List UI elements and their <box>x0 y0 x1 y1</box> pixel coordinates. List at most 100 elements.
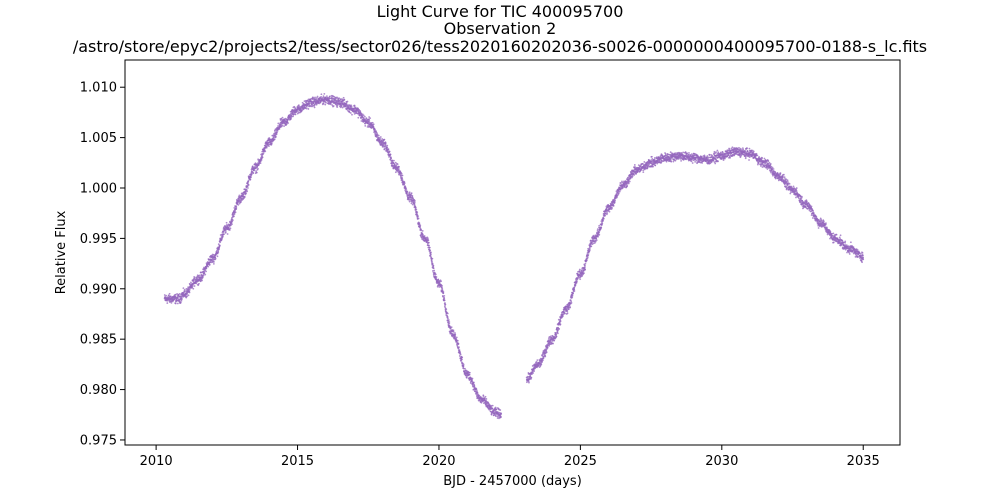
data-point <box>701 162 703 164</box>
data-point <box>748 147 751 150</box>
data-point <box>584 268 587 271</box>
data-point <box>472 381 475 384</box>
data-point <box>427 241 430 244</box>
data-point <box>328 95 331 98</box>
data-point <box>349 112 352 114</box>
data-point <box>163 294 166 296</box>
data-point <box>342 96 345 99</box>
data-point <box>231 219 234 222</box>
data-point <box>810 205 813 208</box>
data-point <box>214 256 217 259</box>
data-point <box>433 269 436 272</box>
data-point <box>540 363 543 366</box>
data-point <box>205 267 208 270</box>
data-point <box>170 301 173 304</box>
data-point <box>822 221 825 223</box>
data-point <box>252 171 255 174</box>
data-point <box>746 147 748 149</box>
data-point <box>478 394 481 397</box>
data-point <box>329 97 331 100</box>
data-point <box>526 375 529 378</box>
data-point <box>264 150 267 153</box>
data-point <box>634 166 637 168</box>
data-point <box>558 327 561 330</box>
data-point <box>242 193 245 196</box>
data-point <box>429 249 432 252</box>
data-point <box>772 168 775 170</box>
data-point <box>389 159 392 161</box>
data-point <box>197 284 200 287</box>
data-point <box>396 163 399 166</box>
data-point <box>417 215 419 217</box>
data-point <box>408 200 411 203</box>
data-point <box>557 332 559 335</box>
data-point <box>191 285 194 288</box>
data-point <box>642 169 645 172</box>
data-point <box>583 266 586 269</box>
data-point <box>779 172 782 175</box>
data-point <box>221 235 224 237</box>
data-point <box>485 398 488 400</box>
data-point <box>419 224 422 227</box>
data-point <box>815 215 818 218</box>
data-point <box>770 171 773 174</box>
data-point <box>719 151 722 154</box>
data-point <box>756 154 759 157</box>
data-point <box>432 264 435 267</box>
data-point <box>769 162 772 165</box>
data-point <box>429 253 432 256</box>
data-point <box>570 302 573 304</box>
data-point <box>443 299 446 302</box>
data-point <box>364 122 367 125</box>
data-point <box>233 215 235 218</box>
data-point <box>483 397 486 400</box>
data-point <box>217 243 220 246</box>
data-point <box>428 244 430 247</box>
data-point <box>457 343 460 345</box>
data-point <box>201 279 203 282</box>
data-point <box>336 106 339 108</box>
data-point <box>633 164 636 166</box>
data-point <box>572 292 574 294</box>
data-point <box>219 244 221 247</box>
data-point <box>459 351 462 354</box>
data-point <box>238 194 241 197</box>
data-point <box>708 154 711 156</box>
data-point <box>596 228 599 231</box>
data-point <box>426 237 429 240</box>
data-point <box>398 165 400 168</box>
data-point <box>458 349 461 352</box>
data-point <box>326 95 328 97</box>
data-point <box>203 272 206 274</box>
data-point <box>566 310 569 313</box>
data-point <box>430 251 432 254</box>
data-point <box>448 321 451 323</box>
data-point <box>618 190 621 193</box>
chart-title-line-1: Light Curve for TIC 400095700 <box>376 2 624 21</box>
data-point <box>640 168 643 171</box>
data-point <box>628 180 631 183</box>
data-point <box>247 184 250 186</box>
data-point <box>595 239 598 242</box>
data-point <box>418 222 421 225</box>
data-point <box>174 302 177 305</box>
data-point <box>643 161 646 163</box>
data-point <box>260 159 263 162</box>
data-point <box>800 195 803 198</box>
data-point <box>368 116 370 118</box>
data-point <box>552 342 554 345</box>
data-point <box>383 148 386 150</box>
data-point <box>400 172 403 175</box>
data-point <box>343 99 346 101</box>
data-point <box>590 245 593 248</box>
data-point <box>294 113 297 116</box>
data-point <box>405 187 407 190</box>
data-point <box>410 198 413 200</box>
data-point <box>568 304 571 307</box>
data-point <box>287 122 289 125</box>
data-point <box>613 201 616 204</box>
data-point <box>446 312 449 315</box>
data-point <box>491 407 494 410</box>
data-point <box>212 258 215 261</box>
data-point <box>589 248 591 250</box>
